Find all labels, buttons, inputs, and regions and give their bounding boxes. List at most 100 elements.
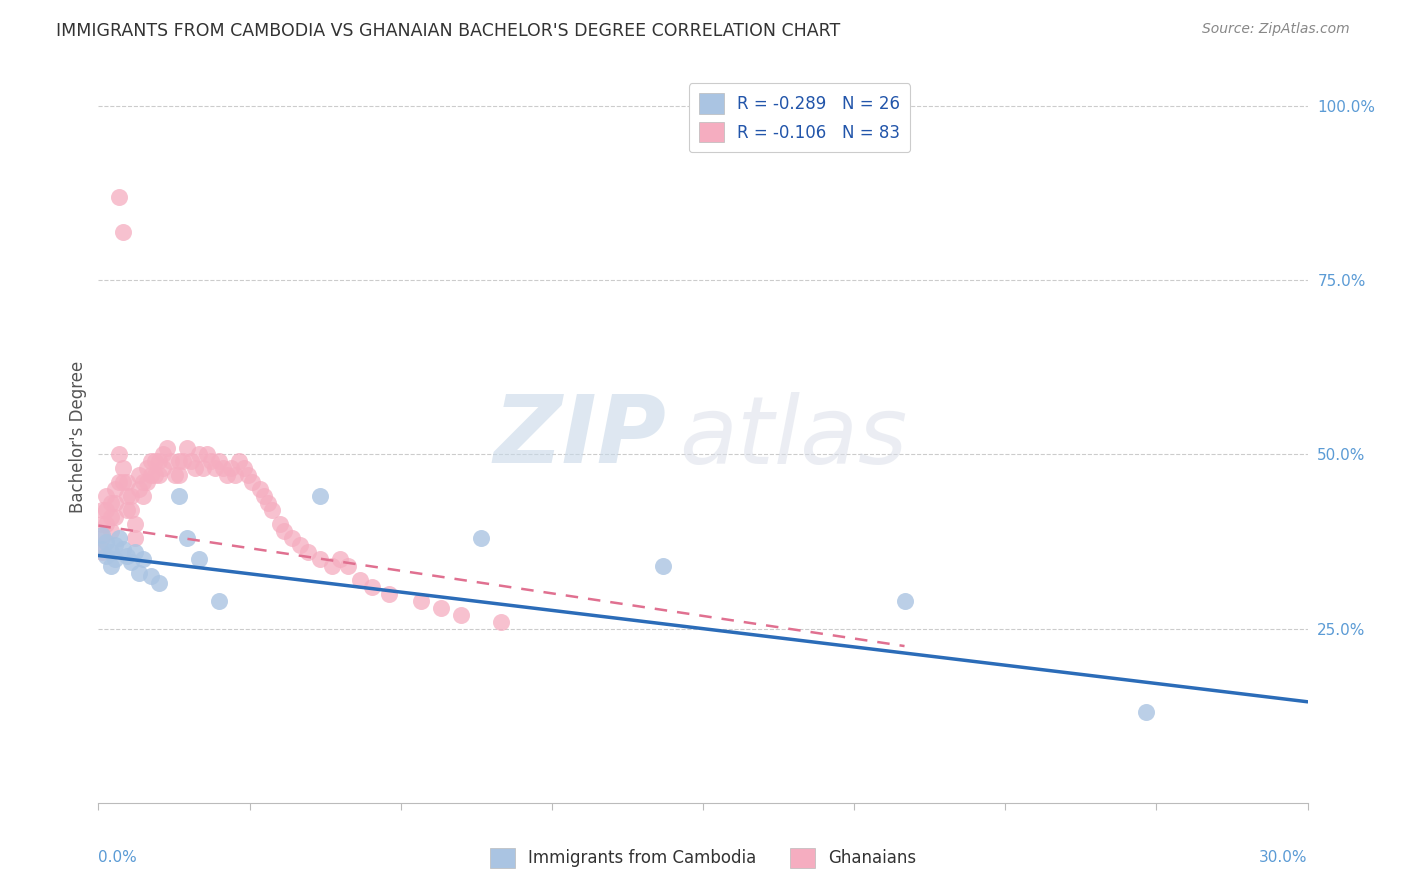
Point <box>124 545 146 559</box>
Point <box>91 531 114 545</box>
Point <box>107 475 129 490</box>
Point <box>128 483 150 497</box>
Point <box>349 573 371 587</box>
Point <box>132 475 155 490</box>
Point <box>172 454 194 468</box>
Point <box>281 531 304 545</box>
Point <box>297 545 319 559</box>
Point <box>124 517 146 532</box>
Point <box>337 558 360 573</box>
Point <box>893 594 915 608</box>
Point <box>96 517 118 532</box>
Point <box>208 594 231 608</box>
Point <box>100 496 122 510</box>
Point <box>329 552 352 566</box>
Point <box>1135 705 1157 719</box>
Point <box>156 441 179 455</box>
Point <box>377 587 399 601</box>
Point <box>107 531 129 545</box>
Point <box>152 461 174 475</box>
Point <box>139 468 162 483</box>
Point <box>139 569 162 583</box>
Point <box>107 448 129 462</box>
Point <box>430 600 453 615</box>
Point <box>111 461 134 475</box>
Point <box>96 503 118 517</box>
Point <box>96 489 118 503</box>
Point <box>120 556 142 570</box>
Text: 30.0%: 30.0% <box>1260 850 1308 865</box>
Point <box>212 461 235 475</box>
Point <box>135 475 157 490</box>
Point <box>256 496 278 510</box>
Point <box>176 441 198 455</box>
Point <box>103 496 125 510</box>
Point <box>195 448 218 462</box>
Point <box>224 468 246 483</box>
Point <box>128 468 150 483</box>
Point <box>91 503 114 517</box>
Point <box>269 517 291 532</box>
Point <box>148 576 170 591</box>
Point <box>470 531 492 545</box>
Point <box>91 517 114 532</box>
Point <box>409 594 432 608</box>
Point <box>450 607 472 622</box>
Point <box>651 558 673 573</box>
Point <box>91 527 114 541</box>
Point <box>100 545 122 559</box>
Point <box>221 461 243 475</box>
Point <box>143 454 166 468</box>
Point <box>103 552 125 566</box>
Point <box>163 468 186 483</box>
Point <box>100 558 122 573</box>
Text: Source: ZipAtlas.com: Source: ZipAtlas.com <box>1202 22 1350 37</box>
Point <box>193 461 215 475</box>
Point <box>188 552 211 566</box>
Point <box>96 534 118 549</box>
Point <box>491 615 513 629</box>
Point <box>148 468 170 483</box>
Point <box>115 489 138 503</box>
Point <box>288 538 311 552</box>
Point <box>124 531 146 545</box>
Point <box>184 461 207 475</box>
Point <box>132 489 155 503</box>
Point <box>103 538 125 552</box>
Point <box>204 461 226 475</box>
Text: IMMIGRANTS FROM CAMBODIA VS GHANAIAN BACHELOR'S DEGREE CORRELATION CHART: IMMIGRANTS FROM CAMBODIA VS GHANAIAN BAC… <box>56 22 841 40</box>
Point <box>120 503 142 517</box>
Text: 0.0%: 0.0% <box>98 850 138 865</box>
Point <box>232 461 254 475</box>
Point <box>148 454 170 468</box>
Point <box>139 454 162 468</box>
Point <box>120 489 142 503</box>
Point <box>111 225 134 239</box>
Point <box>111 475 134 490</box>
Point <box>160 454 183 468</box>
Text: ZIP: ZIP <box>494 391 666 483</box>
Point <box>111 541 134 556</box>
Point <box>228 454 250 468</box>
Point <box>107 190 129 204</box>
Legend: Immigrants from Cambodia, Ghanaians: Immigrants from Cambodia, Ghanaians <box>484 841 922 875</box>
Point <box>128 566 150 580</box>
Point <box>115 475 138 490</box>
Point <box>100 524 122 538</box>
Point <box>309 489 332 503</box>
Point <box>152 448 174 462</box>
Point <box>236 468 259 483</box>
Point <box>167 489 190 503</box>
Point <box>103 510 125 524</box>
Point <box>103 483 125 497</box>
Point <box>208 454 231 468</box>
Point <box>273 524 295 538</box>
Point <box>91 541 114 556</box>
Point <box>309 552 332 566</box>
Legend: R = -0.289   N = 26, R = -0.106   N = 83: R = -0.289 N = 26, R = -0.106 N = 83 <box>689 83 911 153</box>
Point <box>321 558 343 573</box>
Point <box>361 580 384 594</box>
Point <box>167 468 190 483</box>
Point <box>91 545 114 559</box>
Point <box>176 531 198 545</box>
